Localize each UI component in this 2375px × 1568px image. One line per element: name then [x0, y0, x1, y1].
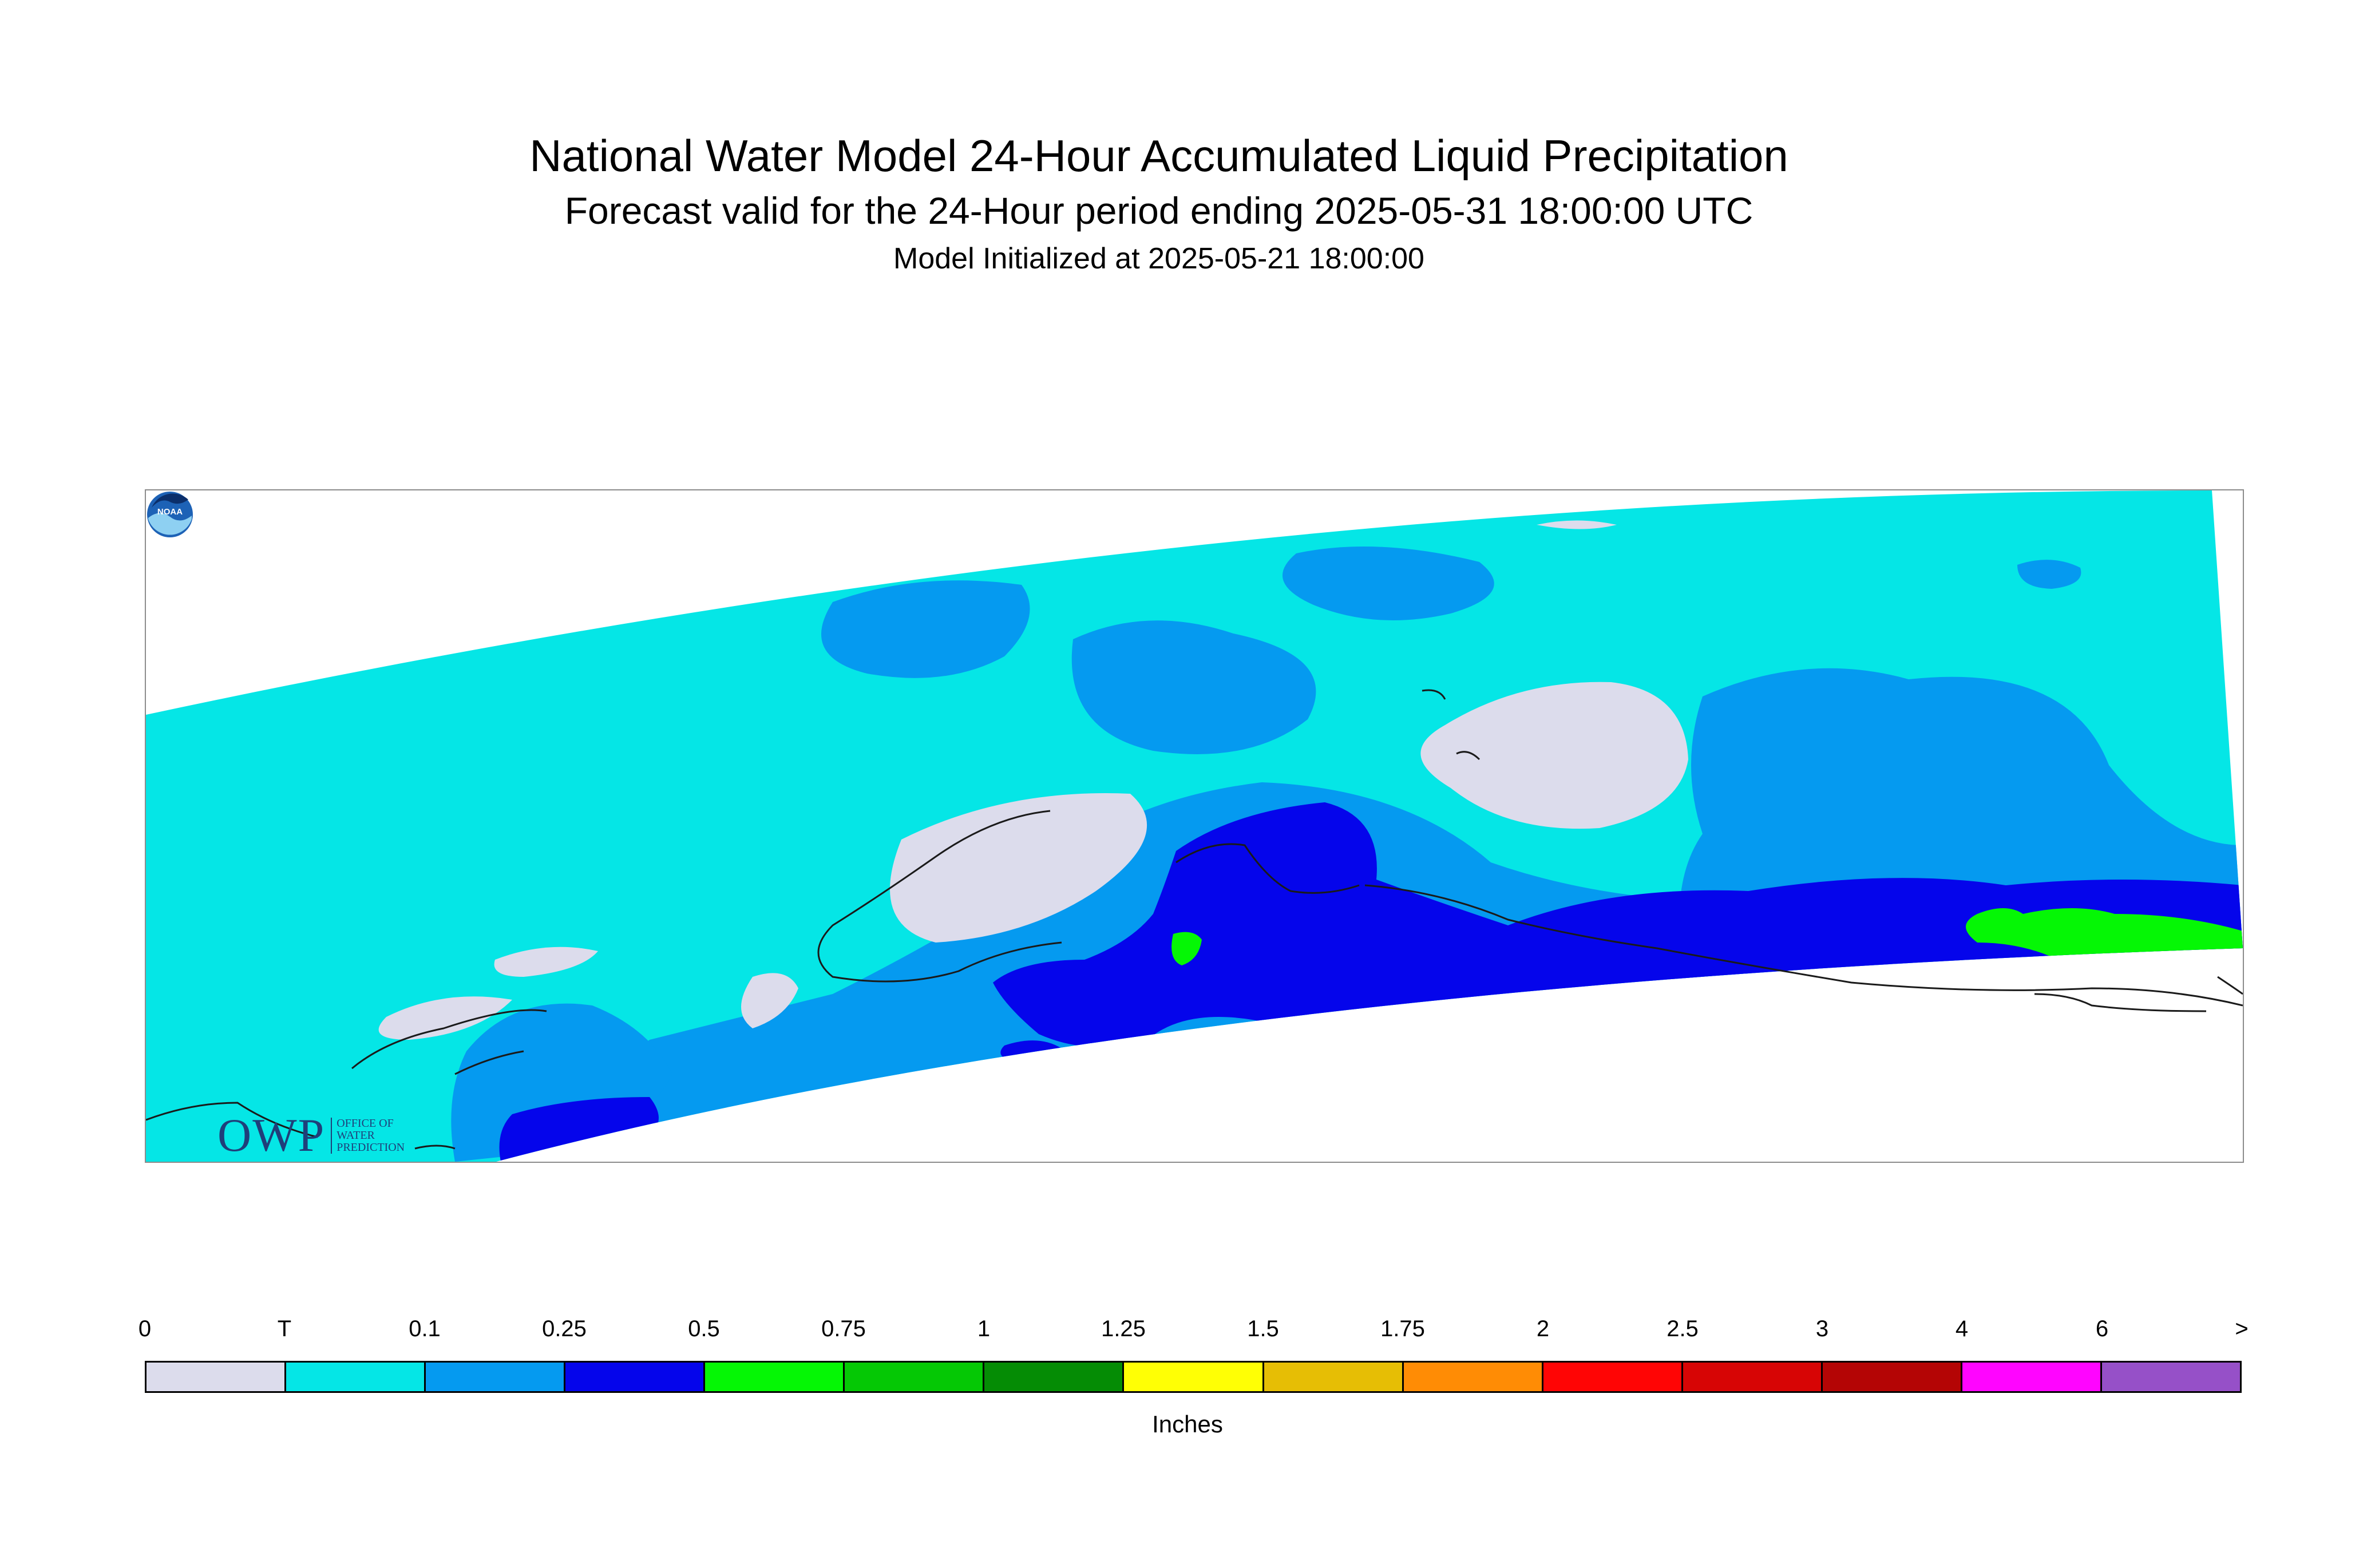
colorbar-label-gt: > [2235, 1316, 2249, 1341]
precip-field-zero-far-west [494, 947, 598, 977]
precipitation-map [146, 490, 2243, 1162]
colorbar-labels: 0 T 0.1 0.25 0.5 0.75 1 1.25 1.5 1.75 2 … [0, 1316, 2375, 1351]
colorbar-swatch [1543, 1363, 1683, 1391]
colorbar-label-2: 2 [1536, 1316, 1550, 1341]
precip-field-zero-south [741, 973, 798, 1028]
precip-field-0.1-north-b [1071, 620, 1316, 754]
map-title: National Water Model 24-Hour Accumulated… [529, 130, 1788, 181]
colorbar-label-1.75: 1.75 [1380, 1316, 1425, 1341]
noaa-logo: NOAA [147, 492, 193, 537]
coastline-gulf [1364, 884, 2243, 1007]
coastline-peninsula [817, 810, 1062, 983]
precip-field-0.5-central [1171, 932, 1202, 965]
precip-field-0.1-north-c [1282, 547, 1494, 620]
colorbar-label-1: 1 [977, 1316, 991, 1341]
precip-field-0.25-central [993, 802, 2243, 1047]
colorbar-swatch [286, 1363, 426, 1391]
colorbar-swatch [984, 1363, 1125, 1391]
coastline-island [1422, 689, 1481, 761]
coastline-se [2034, 976, 2243, 1012]
colorbar-label-3: 3 [1815, 1316, 1829, 1341]
forecast-valid-subtitle: Forecast valid for the 24-Hour period en… [564, 189, 1753, 232]
colorbar-label-0.1: 0.1 [409, 1316, 441, 1341]
coastline-southwest [146, 1102, 456, 1150]
colorbar-swatch [1683, 1363, 1823, 1391]
colorbar-label-0.5: 0.5 [688, 1316, 720, 1341]
colorbar-label-0.25: 0.25 [542, 1316, 587, 1341]
model-initialized-line: Model Initialized at 2025-05-21 18:00:00 [893, 242, 1424, 275]
precip-field-0.1-ne-patch [2017, 560, 2081, 589]
coastline-layer [146, 689, 2243, 1150]
precip-field-zero-north [1420, 682, 1688, 829]
colorbar-swatch [2101, 1363, 2240, 1391]
coastline-aleutian [351, 1009, 547, 1075]
colorbar-swatch [1124, 1363, 1264, 1391]
colorbar-swatch [426, 1363, 566, 1391]
coastline-kenai [1175, 843, 1360, 894]
noaa-logo-text: NOAA [157, 507, 183, 517]
colorbar-swatch [1264, 1363, 1404, 1391]
precip-field-zero-top-edge [1537, 520, 1617, 529]
colorbar-units: Inches [1152, 1411, 1223, 1438]
colorbar-label-1.25: 1.25 [1101, 1316, 1146, 1341]
colorbar-swatch [565, 1363, 706, 1391]
colorbar-label-6: 6 [2095, 1316, 2109, 1341]
colorbar-swatch [1403, 1363, 1543, 1391]
colorbar-swatch [147, 1363, 287, 1391]
owp-logo-mark: OWP [217, 1109, 326, 1161]
colorbar [145, 1361, 2242, 1393]
colorbar-label-0: 0 [138, 1316, 152, 1341]
colorbar-label-1.5: 1.5 [1247, 1316, 1279, 1341]
owp-logo-text: OFFICE OF WATER PREDICTION [331, 1117, 405, 1154]
map-panel: OWP OFFICE OF WATER PREDICTION NOAA [145, 489, 2244, 1163]
colorbar-label-t: T [277, 1316, 292, 1341]
colorbar-swatch [705, 1363, 845, 1391]
colorbar-swatch [1962, 1363, 2102, 1391]
owp-logo: OWP OFFICE OF WATER PREDICTION [217, 1108, 405, 1162]
colorbar-label-0.75: 0.75 [821, 1316, 866, 1341]
precip-field-zero-southwest [378, 996, 512, 1040]
precip-field-0.1-north-a [821, 580, 1030, 678]
colorbar-swatch [1822, 1363, 1962, 1391]
colorbar-swatch [845, 1363, 985, 1391]
precip-field-zero-west [890, 793, 1147, 943]
title-block: National Water Model 24-Hour Accumulated… [0, 127, 2318, 280]
colorbar-label-2.5: 2.5 [1667, 1316, 1699, 1341]
colorbar-label-4: 4 [1955, 1316, 1969, 1341]
